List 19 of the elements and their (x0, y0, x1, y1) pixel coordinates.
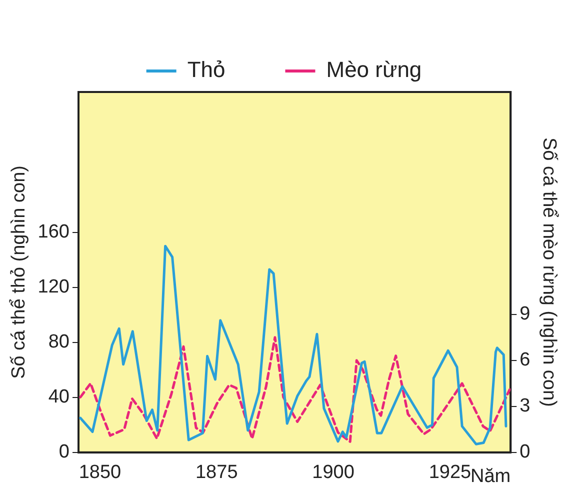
y2-tick-label: 6 (520, 350, 530, 371)
y-tick-label: 120 (38, 276, 70, 298)
legend-label: Thỏ (187, 57, 226, 82)
y2-tick-label: 3 (520, 396, 530, 417)
line-series (79, 336, 511, 443)
y2-tick-label: 9 (520, 304, 530, 325)
y-tick-label: 0 (58, 442, 70, 463)
y-tick-label: 80 (48, 332, 70, 353)
y-tick-label: 40 (48, 386, 70, 408)
x-axis-title: Năm (470, 466, 511, 487)
x-tick-label: 1875 (195, 462, 238, 484)
x-tick-label: 1900 (312, 462, 354, 484)
x-tick-label: 1850 (78, 462, 122, 484)
y2-tick-label: 0 (520, 442, 530, 463)
y-axis-title: Số cá thể thỏ (nghìn con) (8, 166, 30, 379)
y-tick-label: 160 (38, 222, 70, 243)
x-tick-label: 1925 (428, 462, 472, 484)
y2-axis-title: Số cá thể mèo rừng (nghìn con) (538, 138, 560, 407)
legend-label: Mèo rừng (326, 57, 422, 82)
